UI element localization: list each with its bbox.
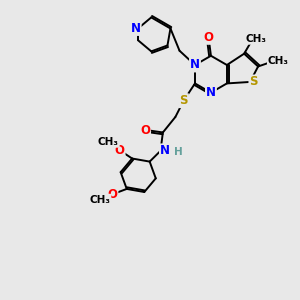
Text: O: O (204, 31, 214, 44)
Text: S: S (179, 94, 188, 107)
Text: CH₃: CH₃ (268, 56, 289, 65)
Text: N: N (160, 144, 170, 158)
Text: O: O (140, 124, 150, 136)
Text: N: N (190, 58, 200, 71)
Text: O: O (115, 144, 124, 157)
Text: N: N (131, 22, 141, 35)
Text: CH₃: CH₃ (98, 137, 119, 147)
Text: S: S (249, 75, 258, 88)
Text: H: H (174, 147, 182, 157)
Text: CH₃: CH₃ (89, 195, 110, 205)
Text: CH₃: CH₃ (245, 34, 266, 44)
Text: N: N (206, 86, 216, 99)
Text: O: O (107, 188, 118, 201)
